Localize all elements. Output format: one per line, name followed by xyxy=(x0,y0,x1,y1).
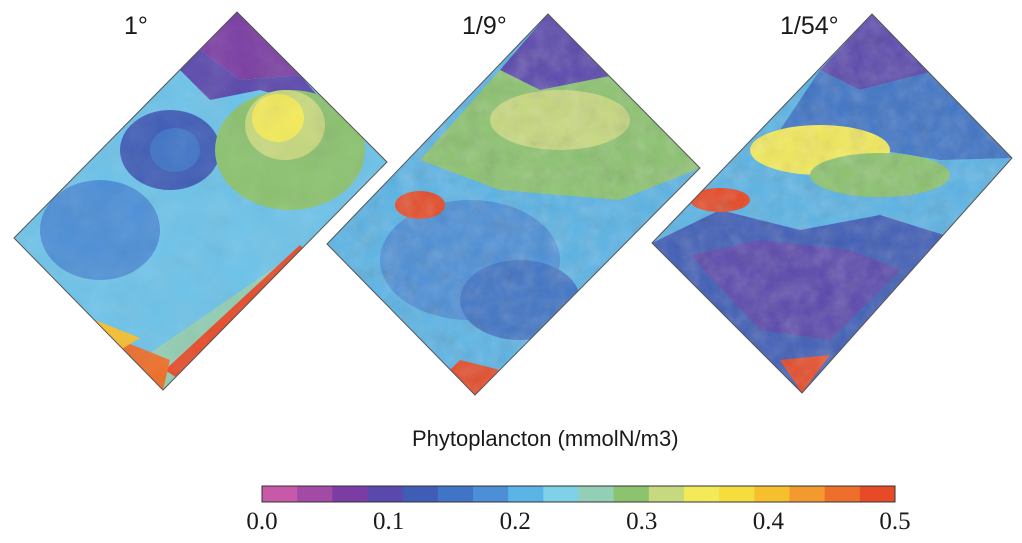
colorbar-segment xyxy=(719,486,755,502)
colorbar-segment xyxy=(543,486,579,502)
colorbar-tick-label: 0.2 xyxy=(499,508,531,535)
colorbar-segment xyxy=(648,486,685,502)
panel-title-1deg: 1° xyxy=(124,12,148,40)
colorbar-segment xyxy=(824,486,861,502)
colorbar-segment xyxy=(297,486,333,502)
colorbar-segment xyxy=(262,486,298,502)
colorbar-segment xyxy=(332,486,368,502)
colorbar-segment xyxy=(367,486,404,502)
colorbar-title: Phytoplancton (mmolN/m3) xyxy=(412,426,679,451)
map-panel-1-9deg xyxy=(327,14,700,395)
colorbar-segment xyxy=(578,486,615,502)
colorbar-tick-label: 0.0 xyxy=(246,508,278,535)
colorbar-segment xyxy=(437,486,474,502)
colorbar xyxy=(261,485,896,503)
colorbar-segment xyxy=(789,486,826,502)
colorbar-tick-label: 0.3 xyxy=(626,508,658,535)
panel-title-1-54deg: 1/54° xyxy=(780,12,839,40)
colorbar-border xyxy=(261,485,896,503)
colorbar-segment xyxy=(508,486,544,502)
colorbar-segment xyxy=(473,486,509,502)
colorbar-segment xyxy=(613,486,650,502)
panel-title-1-9deg: 1/9° xyxy=(462,12,507,40)
map-panel-1deg xyxy=(14,12,387,390)
map-panel-1-54deg xyxy=(652,14,1012,393)
colorbar-tick-label: 0.5 xyxy=(879,508,911,535)
colorbar-tick-label: 0.4 xyxy=(752,508,785,535)
colorbar-segment xyxy=(859,486,896,502)
colorbar-tick-label: 0.1 xyxy=(372,508,405,535)
colorbar-segment xyxy=(402,486,439,502)
colorbar-segment xyxy=(684,486,720,502)
colorbar-segment xyxy=(754,486,790,502)
